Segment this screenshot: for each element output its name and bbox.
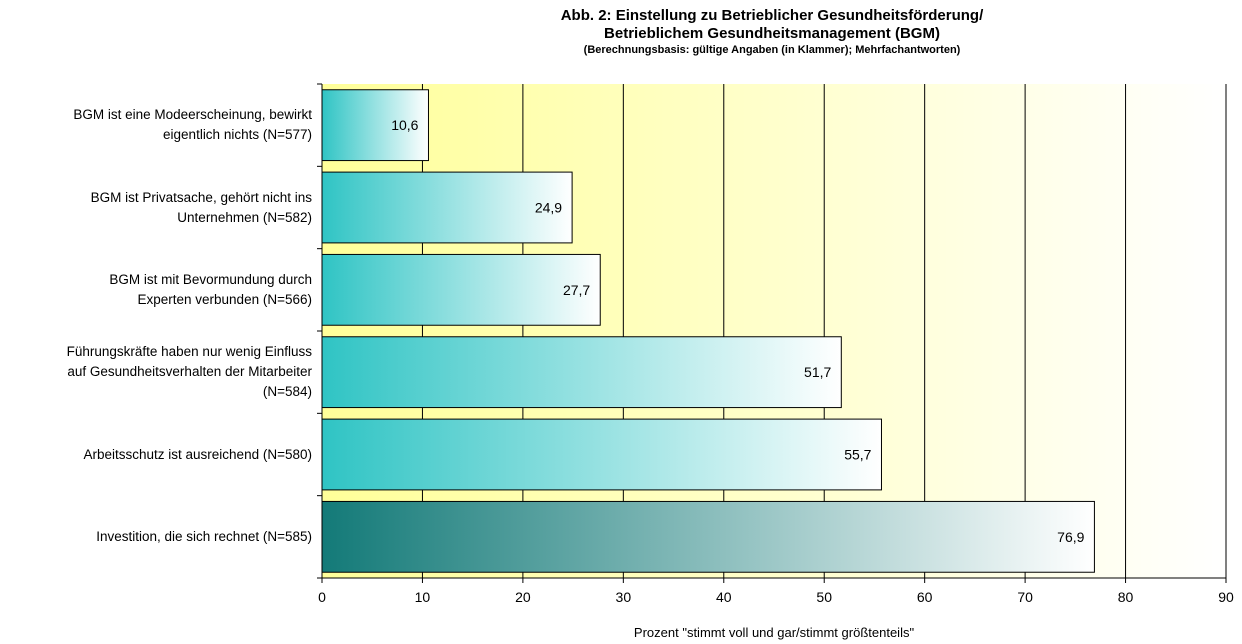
x-tick-label: 60 (917, 589, 933, 605)
category-label-line: BGM ist eine Modeerscheinung, bewirkt (73, 107, 312, 123)
category-label-line: Unternehmen (N=582) (177, 209, 312, 225)
chart-subtitle: (Berechnungsbasis: gültige Angaben (in K… (583, 44, 961, 56)
bar-value-label: 27,7 (563, 282, 590, 298)
category-label-line: Experten verbunden (N=566) (137, 291, 313, 307)
x-tick-label: 80 (1118, 589, 1134, 605)
category-label-line: eigentlich nichts (N=577) (163, 127, 312, 143)
category-label: BGM ist eine Modeerscheinung, bewirkt eig… (4, 105, 312, 145)
bar-value-label: 55,7 (844, 447, 871, 463)
category-label-line: BGM ist Privatsache, gehört nicht ins (90, 189, 312, 205)
category-label-line: (N=584) (262, 384, 312, 400)
bar-value-label: 10,6 (391, 117, 418, 133)
category-label: Investition, die sich rechnet (N=585) (4, 527, 312, 547)
x-tick-label: 40 (716, 589, 732, 605)
bar-value-label: 76,9 (1057, 529, 1084, 545)
x-tick-label: 0 (318, 589, 326, 605)
category-label: BGM ist mit Bevormundung durch Experten v… (4, 270, 312, 310)
category-label-line: auf Gesundheitsverhalten der Mitarbeiter (67, 364, 312, 380)
bar (321, 418, 882, 491)
category-label: Arbeitsschutz ist ausreichend (N=580) (4, 445, 313, 465)
plot-area (322, 84, 1226, 578)
bar-value-label: 51,7 (804, 364, 831, 380)
category-label-line: BGM ist mit Bevormundung durch (109, 271, 312, 287)
chart-title: Abb. 2: Einstellung zu Betrieblicher Ges… (560, 7, 984, 24)
x-tick-label: 10 (415, 589, 431, 605)
bar-value-label: 24,9 (535, 200, 562, 216)
bar (321, 500, 1095, 573)
category-label-line: Arbeitsschutz ist ausreichend (N=580) (83, 446, 313, 462)
category-label: BGM ist Privatsache, gehört nicht ins Unt… (4, 188, 312, 228)
x-axis-label: Prozent "stimmt voll und gar/stimmt größ… (634, 625, 915, 640)
bar (321, 336, 842, 409)
category-label-line: Führungskräfte haben nur wenig Einfluss (66, 344, 312, 360)
x-tick-label: 70 (1017, 589, 1033, 605)
x-tick-label: 20 (515, 589, 531, 605)
category-label: Führungskräfte haben nur wenig Einfluss a… (4, 342, 312, 402)
chart-title-line2: Betrieblichem Gesundheitsmanagement (BGM… (604, 25, 940, 42)
x-tick-label: 50 (816, 589, 832, 605)
bar (321, 253, 601, 326)
x-tick-label: 30 (616, 589, 632, 605)
category-label-line: Investition, die sich rechnet (N=585) (96, 528, 312, 544)
x-tick-label: 90 (1218, 589, 1234, 605)
